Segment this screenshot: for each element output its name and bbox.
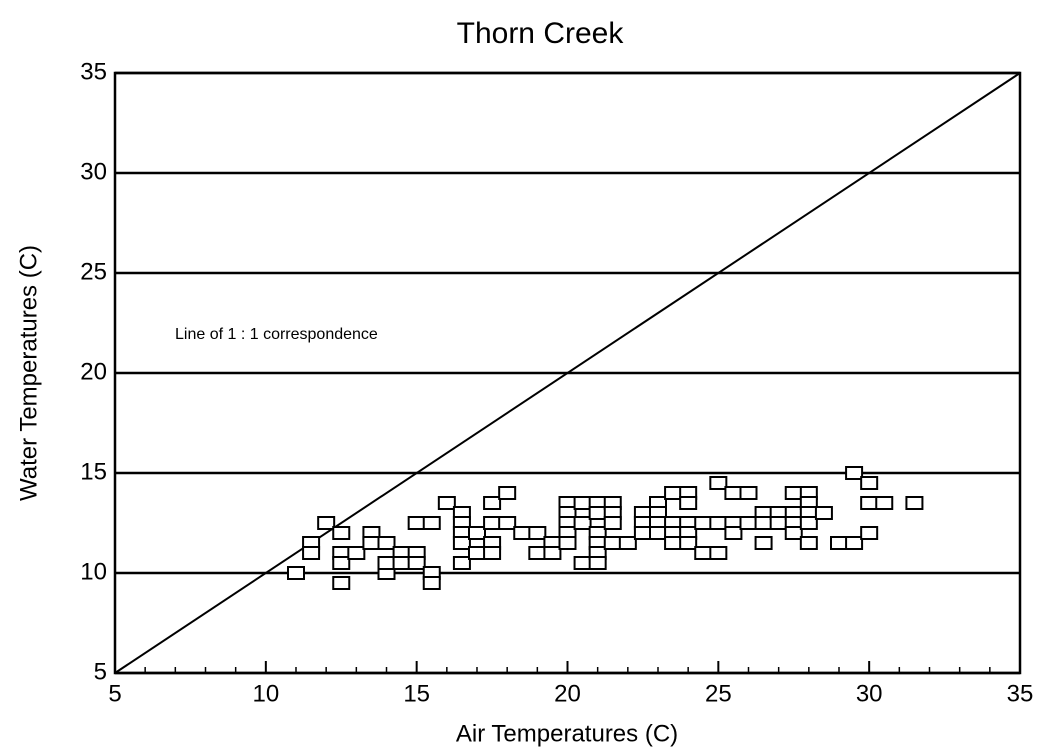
point xyxy=(498,486,517,500)
point xyxy=(528,526,547,540)
point xyxy=(287,566,305,580)
x-tick-label: 5 xyxy=(108,680,121,707)
point xyxy=(377,536,396,550)
point xyxy=(407,516,426,530)
x-tick-label: 10 xyxy=(252,680,279,707)
point xyxy=(603,516,622,530)
point xyxy=(799,536,818,550)
point xyxy=(739,486,758,500)
point xyxy=(528,546,547,560)
point xyxy=(452,556,471,570)
plot-frame xyxy=(113,71,1022,675)
point xyxy=(709,546,728,560)
y-tick-label: 5 xyxy=(94,658,107,685)
point xyxy=(422,516,441,530)
annotation: Line of 1 : 1 correspondence xyxy=(175,326,378,343)
point xyxy=(799,516,818,530)
point xyxy=(679,536,698,550)
y-tick-label: 30 xyxy=(80,158,107,185)
point xyxy=(754,516,773,530)
point xyxy=(543,546,562,560)
point xyxy=(483,496,502,510)
point xyxy=(573,516,592,530)
point xyxy=(588,506,607,520)
x-axis-label: Air Temperatures (C) xyxy=(456,720,678,747)
point xyxy=(875,496,894,510)
point xyxy=(845,536,864,550)
point xyxy=(513,526,532,540)
point xyxy=(633,526,652,540)
point xyxy=(332,526,351,540)
point xyxy=(664,536,683,550)
y-tick-label: 20 xyxy=(80,358,107,385)
point xyxy=(724,526,743,540)
point xyxy=(588,556,607,570)
point xyxy=(724,486,743,500)
point xyxy=(362,536,381,550)
y-tick-label: 35 xyxy=(80,58,107,85)
point xyxy=(709,516,728,530)
x-tick-label: 15 xyxy=(403,680,430,707)
point xyxy=(860,476,879,490)
point xyxy=(664,486,683,500)
point xyxy=(830,536,848,550)
x-tick-label: 35 xyxy=(1007,680,1034,707)
point xyxy=(377,556,396,570)
point xyxy=(784,526,803,540)
point xyxy=(483,546,502,560)
point xyxy=(332,576,351,590)
point xyxy=(618,536,637,550)
point xyxy=(694,516,713,530)
point xyxy=(332,556,351,570)
y-tick-label: 15 xyxy=(80,458,107,485)
point xyxy=(498,516,517,530)
chart-title: Thorn Creek xyxy=(457,17,625,50)
y-tick-label: 25 xyxy=(80,258,107,285)
point xyxy=(649,526,667,540)
point xyxy=(754,536,773,550)
point xyxy=(845,466,864,480)
point xyxy=(784,486,803,500)
point xyxy=(860,496,879,510)
point xyxy=(468,526,486,540)
point xyxy=(347,546,366,560)
point xyxy=(694,546,713,560)
point xyxy=(483,516,502,530)
x-tick-label: 30 xyxy=(856,680,883,707)
point xyxy=(739,516,758,530)
point xyxy=(573,496,592,510)
point xyxy=(769,516,788,530)
y-axis-label: Water Temperatures (C) xyxy=(15,245,42,501)
point xyxy=(573,556,592,570)
point xyxy=(709,476,728,490)
point xyxy=(558,536,577,550)
point xyxy=(392,556,411,570)
point xyxy=(317,516,336,530)
x-tick-label: 25 xyxy=(705,680,732,707)
identity-line xyxy=(114,72,1021,674)
point xyxy=(679,496,698,510)
point xyxy=(302,546,321,560)
point xyxy=(603,536,622,550)
point xyxy=(468,546,486,560)
point xyxy=(452,536,471,550)
point xyxy=(407,556,426,570)
point xyxy=(437,496,456,510)
point xyxy=(905,496,924,510)
y-tick-label: 10 xyxy=(80,558,107,585)
point xyxy=(422,576,441,590)
x-tick-label: 20 xyxy=(554,680,581,707)
point xyxy=(860,526,879,540)
point xyxy=(814,506,833,520)
